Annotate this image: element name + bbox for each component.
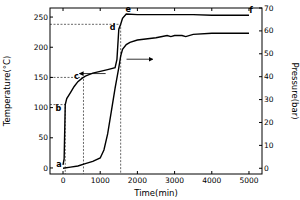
guide-line bbox=[50, 77, 83, 174]
x-tick bbox=[174, 8, 175, 11]
y2-tick-label: 70 bbox=[264, 4, 274, 13]
y2-tick bbox=[259, 145, 262, 146]
y2-tick bbox=[259, 76, 262, 77]
y2-tick-label: 10 bbox=[264, 141, 274, 150]
series-line bbox=[63, 33, 249, 168]
annotation: d bbox=[110, 23, 116, 32]
x-tick bbox=[100, 171, 101, 174]
y2-tick bbox=[259, 30, 262, 31]
axis-arrow bbox=[127, 59, 153, 60]
y2-tick-label: 60 bbox=[264, 26, 274, 35]
y-tick-label: 0 bbox=[43, 164, 48, 173]
y2-tick bbox=[259, 168, 262, 169]
annotation: b bbox=[55, 104, 61, 113]
x-tick-label: 3000 bbox=[165, 176, 184, 185]
x-tick bbox=[100, 8, 101, 11]
x-tick-label: 1000 bbox=[91, 176, 110, 185]
y-tick-label: 250 bbox=[34, 13, 49, 22]
annotation: e bbox=[126, 5, 132, 14]
y-tick-label: 150 bbox=[34, 73, 49, 82]
x-tick-label: 2000 bbox=[128, 176, 147, 185]
y2-tick-label: 50 bbox=[264, 49, 274, 58]
y2-tick-label: 30 bbox=[264, 95, 274, 104]
x-tick bbox=[63, 8, 64, 11]
chart: 0 1000 2000 3000 4000 5000 0 50 100 150 200 250 0 10 2… bbox=[0, 0, 300, 200]
plot-frame bbox=[50, 8, 262, 174]
y2-tick bbox=[259, 53, 262, 54]
y-tick-label: 200 bbox=[34, 43, 49, 52]
x-tick bbox=[137, 171, 138, 174]
y-tick bbox=[50, 107, 53, 108]
annotation: c bbox=[74, 72, 79, 81]
y2-axis-title: Pressure(bar) bbox=[290, 62, 300, 119]
y-tick-label: 50 bbox=[38, 133, 48, 142]
x-tick bbox=[174, 171, 175, 174]
annotation: a bbox=[56, 160, 61, 169]
x-axis-title: Time(min) bbox=[133, 188, 177, 198]
x-tick bbox=[211, 8, 212, 11]
series-line bbox=[63, 14, 249, 165]
x-tick-label: 0 bbox=[61, 176, 66, 185]
y-tick bbox=[50, 167, 53, 168]
y2-tick-label: 0 bbox=[264, 164, 269, 173]
x-tick bbox=[248, 171, 249, 174]
y2-tick-label: 20 bbox=[264, 118, 274, 127]
y-axis-title: Temperature(°C) bbox=[2, 56, 12, 128]
y2-tick bbox=[259, 99, 262, 100]
x-tick-label: 4000 bbox=[202, 176, 221, 185]
y-tick bbox=[50, 17, 53, 18]
x-tick bbox=[137, 8, 138, 11]
annotation: f bbox=[249, 6, 253, 15]
x-tick bbox=[211, 171, 212, 174]
y-tick bbox=[50, 47, 53, 48]
y-tick-label: 100 bbox=[34, 103, 49, 112]
y2-tick bbox=[259, 8, 262, 9]
y2-tick-label: 40 bbox=[264, 72, 274, 81]
axis-arrow bbox=[80, 73, 106, 74]
x-tick bbox=[63, 171, 64, 174]
guide-line bbox=[50, 24, 121, 174]
y2-tick bbox=[259, 122, 262, 123]
x-tick-label: 5000 bbox=[239, 176, 258, 185]
y-tick bbox=[50, 137, 53, 138]
